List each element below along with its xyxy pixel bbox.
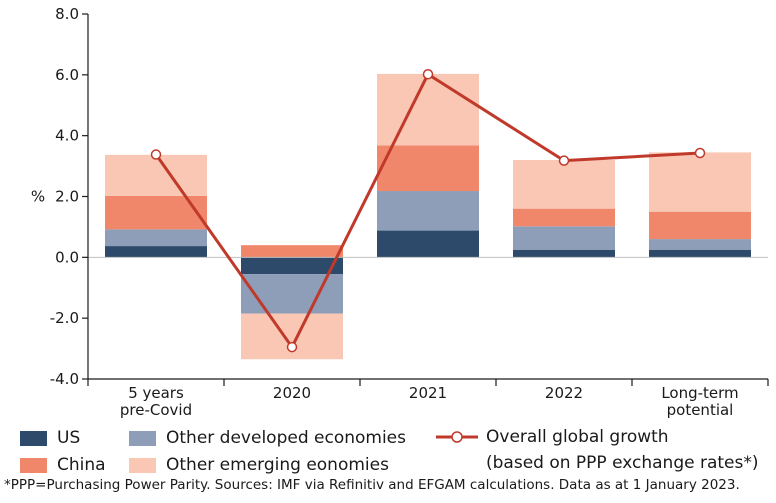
legend: US Other developed economies China Other… [0,424,776,476]
legend-label-other-developed: Other developed economies [166,428,406,448]
y-tick-label: -4.0 [50,370,79,388]
bar-2-4 [649,211,751,240]
legend-item-other-emerging: Other emerging eonomies [129,455,389,475]
y-tick-label: 2.0 [55,188,79,206]
bar-1-1 [241,274,343,314]
bar-3-0 [105,154,207,196]
growth-point-2 [422,68,434,80]
legend-item-china: China [20,455,106,475]
legend-line-marker-icon [436,431,478,443]
chart-area: 8.0 6.0 4.0 2.0 0.0 -2.0 -4.0% 5 yearspre-Covid… [31,5,769,419]
growth-point-0 [150,149,162,160]
bars-group [105,73,751,360]
bar-0-4 [649,249,751,258]
bar-1-2 [377,191,479,231]
x-tick-label: pre-Covid [120,401,192,419]
bar-3-4 [649,152,751,212]
growth-point-1 [286,341,298,353]
bar-1-4 [649,239,751,250]
bar-2-3 [513,208,615,227]
legend-label-china: China [57,455,106,475]
bar-0-3 [513,249,615,258]
bar-3-1 [241,313,343,360]
legend-label-us: US [57,428,81,448]
bar-1-3 [513,226,615,250]
legend-label-growth: Overall global growth (based on PPP exch… [486,424,759,476]
bar-0-0 [105,246,207,258]
y-tick-label: -2.0 [50,309,79,327]
legend-item-other-developed: Other developed economies [129,428,406,448]
y-tick-label: 0.0 [55,248,79,266]
y-tick-label: 8.0 [55,5,79,23]
axes-group: 8.0 6.0 4.0 2.0 0.0 -2.0 -4.0% 5 yearspre-Covid… [31,5,769,419]
bar-3-3 [513,160,615,209]
y-tick-label: 6.0 [55,66,79,84]
legend-label-growth-line2: (based on PPP exchange rates*) [486,453,759,473]
x-tick-label: 2021 [409,384,447,402]
x-tick-label: 2022 [545,384,583,402]
x-tick-label: 2020 [273,384,311,402]
bar-1-0 [105,229,207,247]
bar-2-1 [241,245,343,258]
legend-swatch-china [20,457,47,473]
bar-3-2 [377,73,479,146]
footnote: *PPP=Purchasing Power Parity. Sources: I… [4,477,740,493]
legend-label-growth-line1: Overall global growth [486,427,669,447]
legend-swatch-us [20,430,47,446]
growth-line-group [150,68,706,353]
legend-swatch-other-developed [129,430,156,446]
legend-label-other-emerging: Other emerging eonomies [166,455,389,475]
legend-item-us: US [20,428,80,448]
y-axis-label: % [31,188,45,206]
legend-swatch-other-emerging [129,457,156,473]
bar-2-2 [377,145,479,192]
y-tick-label: 4.0 [55,127,79,145]
x-tick-label: potential [667,401,734,419]
x-tick-label: 5 years [128,384,184,402]
growth-point-4 [694,147,706,159]
bar-0-1 [241,257,343,275]
bar-0-2 [377,230,479,258]
bar-2-0 [105,195,207,230]
growth-point-3 [558,155,570,166]
x-tick-label: Long-term [661,384,738,402]
